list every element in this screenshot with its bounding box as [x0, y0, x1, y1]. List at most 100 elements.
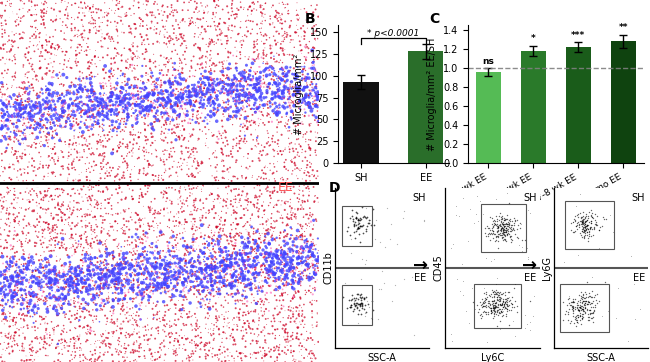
Point	[168, 64, 178, 70]
Point	[9, 232, 20, 237]
Point	[263, 65, 274, 71]
Point	[115, 88, 125, 94]
Point	[273, 73, 283, 79]
Point	[313, 253, 324, 259]
Point	[583, 213, 593, 219]
Point	[528, 313, 538, 319]
Point	[213, 51, 223, 57]
Point	[148, 218, 158, 224]
Point	[38, 165, 48, 171]
Point	[309, 298, 320, 303]
Point	[185, 286, 196, 292]
Point	[190, 99, 200, 105]
Point	[261, 235, 271, 240]
Point	[231, 186, 241, 192]
Point	[18, 102, 29, 108]
Point	[248, 73, 258, 79]
Point	[36, 139, 46, 144]
Point	[88, 124, 99, 130]
Point	[205, 83, 215, 89]
Point	[163, 283, 174, 289]
Point	[117, 225, 127, 231]
Point	[263, 84, 273, 90]
Point	[265, 142, 276, 148]
Point	[204, 95, 214, 101]
Point	[269, 287, 280, 293]
Point	[163, 67, 174, 73]
Point	[37, 113, 47, 119]
Point	[506, 233, 516, 239]
Point	[219, 268, 229, 274]
Point	[181, 145, 191, 151]
Point	[218, 158, 228, 164]
Point	[236, 355, 246, 361]
Point	[288, 257, 298, 263]
Point	[24, 143, 34, 149]
Point	[63, 105, 73, 111]
Point	[210, 14, 220, 20]
Point	[6, 243, 16, 248]
Point	[130, 66, 140, 72]
Point	[287, 168, 298, 174]
Point	[55, 70, 65, 75]
Point	[127, 132, 138, 138]
Point	[90, 332, 100, 337]
Point	[590, 222, 600, 227]
Point	[190, 327, 201, 333]
Point	[232, 48, 242, 54]
Point	[363, 220, 374, 226]
Point	[570, 223, 580, 229]
Point	[36, 270, 46, 276]
Point	[239, 260, 250, 266]
Point	[196, 84, 206, 89]
Point	[580, 219, 591, 224]
Point	[309, 98, 320, 104]
Point	[202, 103, 213, 109]
Point	[304, 94, 314, 100]
Point	[153, 269, 164, 275]
Point	[138, 98, 148, 104]
Point	[168, 255, 179, 261]
Point	[580, 218, 590, 224]
Point	[51, 258, 62, 264]
Point	[8, 254, 18, 260]
Point	[138, 246, 148, 252]
Point	[244, 91, 254, 97]
Point	[4, 329, 14, 335]
Point	[11, 292, 21, 298]
Point	[34, 340, 45, 346]
Point	[72, 222, 82, 228]
Point	[79, 111, 90, 117]
Point	[296, 47, 307, 53]
Point	[16, 35, 26, 41]
Point	[115, 301, 125, 307]
Point	[0, 272, 6, 278]
Point	[297, 68, 307, 74]
Point	[513, 222, 523, 227]
Point	[86, 105, 97, 111]
Point	[253, 141, 263, 147]
Point	[244, 323, 254, 329]
Point	[280, 330, 290, 336]
Point	[197, 118, 207, 124]
Point	[245, 68, 255, 74]
Point	[42, 126, 53, 131]
Point	[124, 206, 134, 211]
Point	[44, 278, 55, 283]
Point	[96, 86, 107, 92]
Point	[500, 228, 511, 234]
Point	[480, 297, 490, 303]
Point	[105, 117, 115, 123]
Point	[63, 277, 73, 283]
Point	[214, 221, 225, 227]
Point	[148, 103, 158, 109]
Point	[140, 138, 151, 143]
Point	[312, 84, 322, 90]
Point	[192, 113, 202, 118]
Point	[84, 7, 95, 12]
Point	[14, 7, 25, 12]
Point	[178, 282, 188, 288]
Point	[148, 240, 158, 245]
Point	[152, 20, 162, 26]
Point	[571, 315, 581, 321]
